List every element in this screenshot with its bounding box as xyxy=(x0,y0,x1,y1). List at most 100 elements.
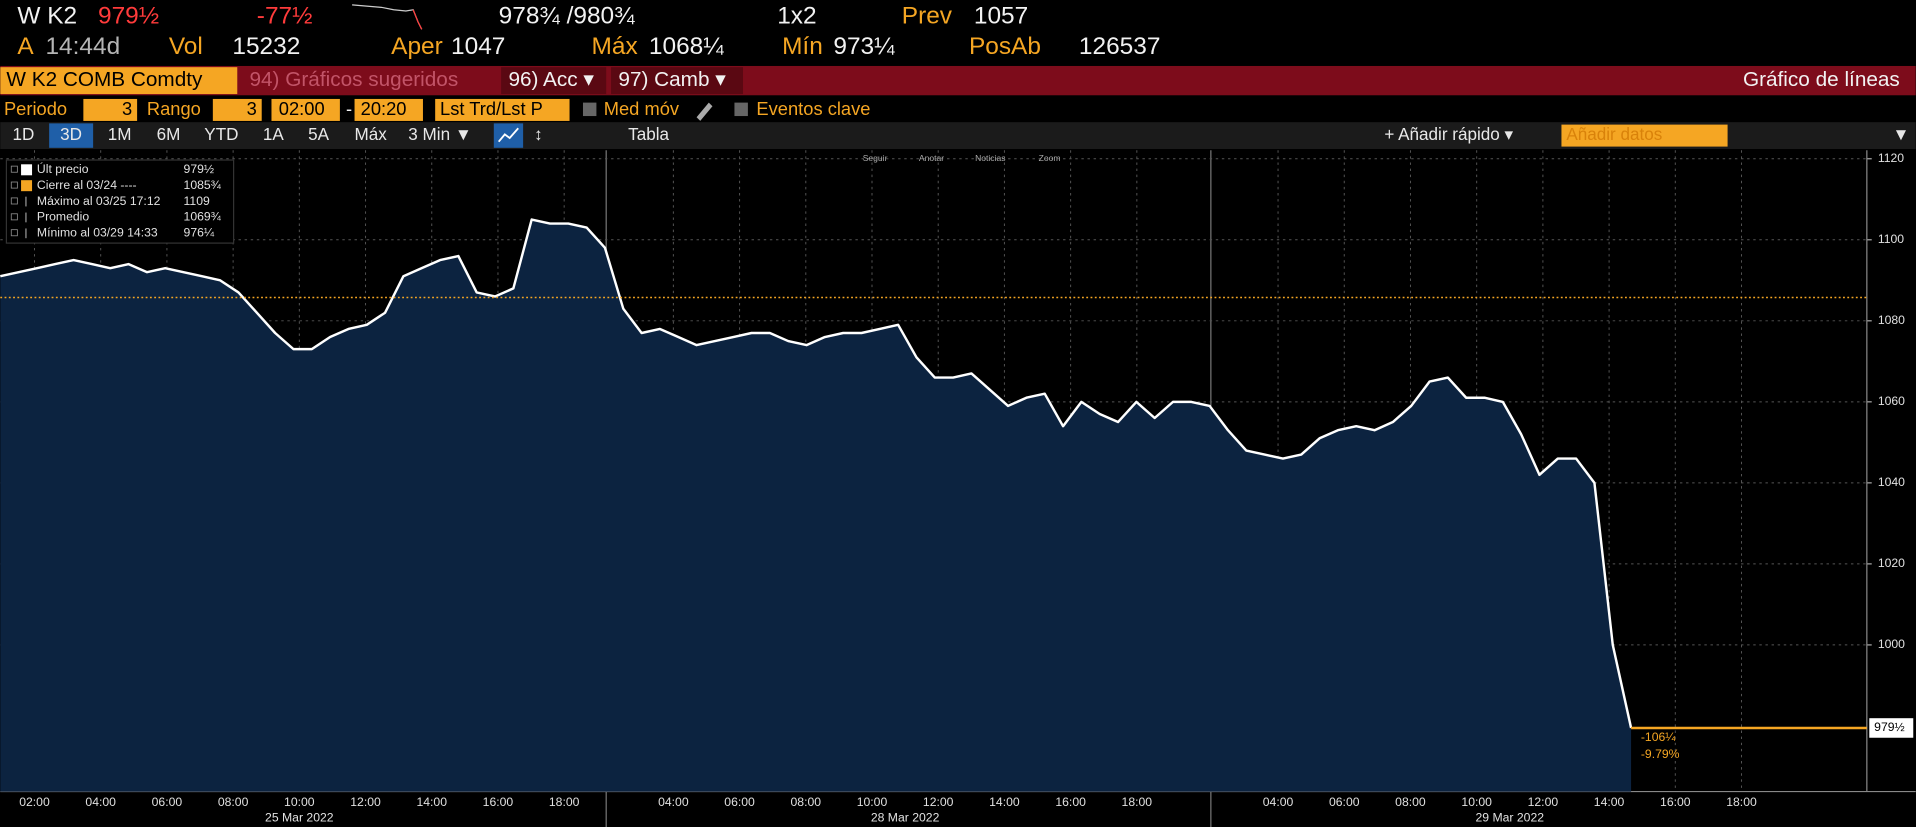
chart-tool[interactable]: Zoom xyxy=(1039,153,1061,163)
legend-swatch xyxy=(21,180,33,192)
add-data-box[interactable] xyxy=(1561,124,1728,147)
range[interactable]: 3 xyxy=(247,98,257,119)
period-box[interactable] xyxy=(83,98,138,121)
x-tick-label: 16:00 xyxy=(483,795,514,809)
chart-tool[interactable]: Seguir xyxy=(863,153,888,163)
range-button[interactable]: 1M xyxy=(108,125,132,144)
vol-value: 15232 xyxy=(232,33,300,60)
quick-add[interactable]: + Añadir rápido ▾ xyxy=(1384,125,1513,144)
checkbox[interactable] xyxy=(734,102,748,117)
x-date-label: 29 Mar 2022 xyxy=(1476,811,1545,825)
moving-average[interactable]: Med móv xyxy=(604,98,680,119)
last-price: 979½ xyxy=(98,3,159,30)
last-price-label: 979½ xyxy=(1874,720,1905,734)
bar-icon[interactable]: ↕ xyxy=(534,125,543,144)
open-value: 1047 xyxy=(451,33,505,60)
legend-value: 1085¾ xyxy=(184,178,222,192)
line-icon[interactable] xyxy=(493,123,524,148)
change-annotation: -106¼ xyxy=(1641,730,1676,744)
selected-range[interactable] xyxy=(49,123,94,148)
legend-label: Mínimo al 03/29 14:33 xyxy=(37,226,158,240)
y-tick-label: 1060 xyxy=(1878,394,1905,408)
legend-check[interactable] xyxy=(10,213,18,221)
period[interactable]: 3 xyxy=(122,98,132,119)
oi-value: 126537 xyxy=(1079,33,1161,60)
range-button[interactable]: 1D xyxy=(13,125,35,144)
legend-value: 979½ xyxy=(184,162,215,176)
legend-box xyxy=(5,159,235,244)
x-tick-label: 06:00 xyxy=(152,795,183,809)
ticker: W K2 xyxy=(17,3,77,30)
actions-button[interactable] xyxy=(501,67,607,95)
legend-label: Promedio xyxy=(37,210,89,224)
prev-value: 1057 xyxy=(974,3,1028,30)
range-button[interactable]: 3 Min ▼ xyxy=(408,125,471,144)
x-tick-label: 10:00 xyxy=(1461,795,1492,809)
chart-tool[interactable]: Noticias xyxy=(975,153,1005,163)
change: -77½ xyxy=(257,3,313,30)
x-tick-label: 08:00 xyxy=(218,795,249,809)
security-box[interactable] xyxy=(0,67,238,95)
function-bar xyxy=(0,65,1916,96)
start-time[interactable]: 02:00 xyxy=(279,98,325,119)
x-tick-label: 04:00 xyxy=(85,795,116,809)
legend-check[interactable] xyxy=(10,181,18,189)
actions[interactable]: 96) Acc ▾ xyxy=(508,68,594,91)
y-tick-label: 1080 xyxy=(1878,313,1905,327)
add-data[interactable]: Añadir datos xyxy=(1566,125,1662,144)
x-tick-label: 08:00 xyxy=(1395,795,1426,809)
field[interactable]: Lst Trd/Lst P xyxy=(440,98,543,119)
table-button[interactable]: Tabla xyxy=(628,125,669,144)
x-tick-label: 16:00 xyxy=(1055,795,1086,809)
legend-check[interactable] xyxy=(10,229,18,237)
menu[interactable]: ▼ xyxy=(1892,125,1909,144)
legend-check[interactable] xyxy=(10,197,18,205)
period-label: Periodo xyxy=(4,98,67,119)
x-tick-label: 06:00 xyxy=(724,795,755,809)
x-tick-label: 08:00 xyxy=(791,795,822,809)
high-value: 1068¼ xyxy=(649,33,724,60)
legend-label: Cierre al 03/24 ---- xyxy=(37,178,137,192)
legend-value: 976¼ xyxy=(184,226,215,240)
range-button[interactable]: 6M xyxy=(157,125,181,144)
x-tick-label: 12:00 xyxy=(923,795,954,809)
change-chart[interactable]: 97) Camb ▾ xyxy=(618,68,726,91)
bid-ask: 978¾ /980¾ xyxy=(499,3,635,30)
field-box[interactable] xyxy=(435,98,570,121)
time: 14:44d xyxy=(45,33,120,60)
start-box[interactable] xyxy=(271,98,340,121)
end-time[interactable]: 20:20 xyxy=(361,98,407,119)
y-tick-label: 1020 xyxy=(1878,556,1905,570)
checkbox[interactable] xyxy=(582,102,597,117)
pencil-icon[interactable] xyxy=(696,102,713,121)
x-tick-label: 12:00 xyxy=(350,795,381,809)
y-tick-label: 1000 xyxy=(1878,637,1905,651)
x-tick-label: 16:00 xyxy=(1660,795,1691,809)
end-box[interactable] xyxy=(354,98,423,121)
suggested-charts[interactable]: 94) Gráficos sugeridos xyxy=(249,68,458,91)
low-label: Mín xyxy=(782,33,823,60)
x-tick-label: 10:00 xyxy=(284,795,315,809)
key-events[interactable]: Eventos clave xyxy=(756,98,870,119)
x-date-label: 28 Mar 2022 xyxy=(871,811,940,825)
y-tick-label: 1100 xyxy=(1878,232,1904,246)
range-button[interactable]: 1A xyxy=(263,125,285,144)
range-button[interactable]: Máx xyxy=(355,125,388,144)
oi-label: PosAb xyxy=(969,33,1041,60)
chart-type: Gráfico de líneas xyxy=(1743,68,1900,91)
change-button[interactable] xyxy=(611,67,744,95)
chart-tool[interactable]: Anotar xyxy=(919,153,944,163)
security[interactable]: W K2 COMB Comdty xyxy=(6,68,203,91)
prev-label: Prev xyxy=(902,3,953,30)
legend-label: Máximo al 03/25 17:12 xyxy=(37,194,161,208)
x-tick-label: 04:00 xyxy=(1263,795,1294,809)
range-button[interactable]: YTD xyxy=(204,125,238,144)
range-button[interactable]: 5A xyxy=(308,125,330,144)
legend-check[interactable] xyxy=(10,165,18,173)
line-icon-glyph xyxy=(497,127,519,143)
range-box[interactable] xyxy=(212,98,262,121)
a-label: A xyxy=(17,33,34,60)
x-tick-label: 10:00 xyxy=(857,795,888,809)
range-button[interactable]: 3D xyxy=(60,125,82,144)
